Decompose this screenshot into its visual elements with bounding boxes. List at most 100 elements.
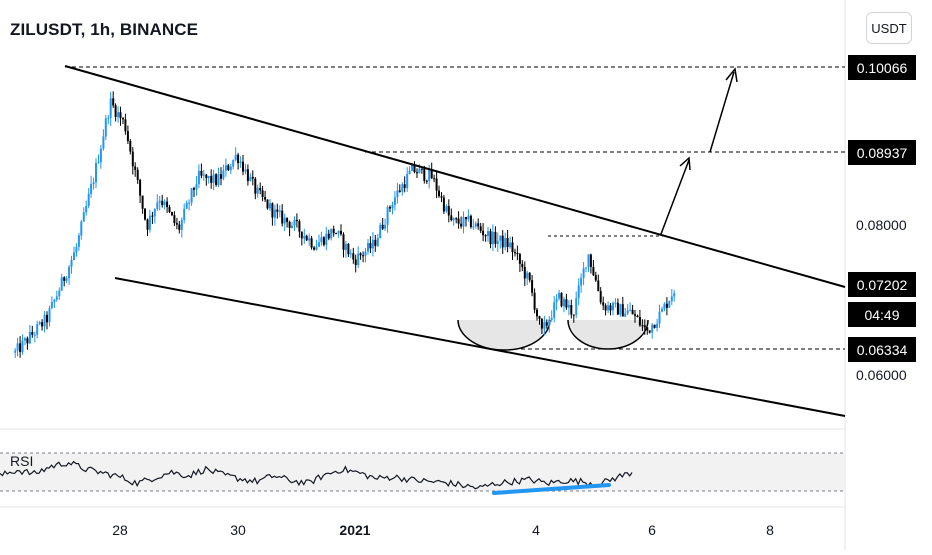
- candle-body: [16, 343, 19, 351]
- candle-body: [484, 235, 487, 237]
- candle-body: [114, 105, 117, 118]
- candle-body: [528, 272, 531, 281]
- candle-body: [393, 197, 396, 206]
- candle-body: [357, 253, 360, 266]
- candle-body: [43, 314, 46, 327]
- candle-body: [158, 200, 161, 203]
- candle-body: [259, 188, 262, 191]
- candle-body: [276, 209, 279, 212]
- candle-body: [538, 316, 541, 319]
- rounded-bottom-right-arc: [567, 319, 649, 350]
- candle-body: [269, 203, 271, 209]
- candle-body: [384, 224, 387, 229]
- target-arrow-path[interactable]: [660, 67, 738, 235]
- candle-body: [229, 166, 232, 171]
- candle-body: [195, 184, 198, 190]
- candle-body: [420, 168, 423, 170]
- candle-body: [136, 169, 139, 180]
- candle-body: [460, 223, 463, 227]
- candle-body: [291, 225, 293, 228]
- candle-body: [178, 224, 181, 230]
- candle-body: [472, 226, 475, 228]
- candle-body: [575, 298, 578, 315]
- rounded-bottom-left[interactable]: [458, 320, 550, 350]
- candle-body: [599, 291, 602, 303]
- candle-body: [55, 296, 58, 300]
- candle-body: [146, 219, 149, 230]
- candle-body: [531, 280, 534, 293]
- candle-body: [80, 221, 83, 236]
- candle-body: [560, 292, 563, 307]
- candle-body: [50, 302, 53, 309]
- candle-body: [396, 190, 399, 198]
- candle-body: [550, 317, 553, 320]
- rsi-divergence-line[interactable]: [492, 483, 611, 495]
- candle-body: [594, 275, 597, 281]
- candle-body: [60, 277, 63, 291]
- candle-body: [122, 118, 124, 120]
- candle-body: [367, 243, 369, 252]
- price-tick-0.08000: 0.08000: [856, 217, 907, 233]
- candle-body: [92, 182, 95, 185]
- candle-body: [117, 112, 120, 118]
- candle-body: [416, 172, 418, 174]
- candle-body: [148, 215, 151, 230]
- candle-body: [653, 324, 656, 328]
- candle-body: [636, 315, 639, 317]
- candle-body: [31, 332, 34, 335]
- candle-body: [193, 188, 195, 190]
- candle-body: [354, 259, 357, 266]
- candle-body: [540, 318, 543, 329]
- candle-body: [614, 302, 617, 304]
- candle-body: [33, 334, 36, 336]
- candle-body: [129, 141, 132, 152]
- candle-body: [401, 184, 404, 192]
- candle-body: [582, 268, 585, 278]
- candle-body: [278, 210, 281, 212]
- candle-body: [131, 151, 134, 167]
- candle-body: [141, 195, 144, 209]
- candle-body: [418, 168, 421, 174]
- candle-body: [411, 164, 414, 171]
- candle-body: [73, 252, 75, 261]
- candle-body: [511, 242, 514, 253]
- resistance-trendline[interactable]: [64, 65, 846, 288]
- currency-button[interactable]: USDT: [866, 12, 912, 44]
- candle-body: [362, 255, 365, 257]
- candle-body: [589, 254, 592, 267]
- candle-body: [327, 233, 330, 239]
- candle-body: [134, 166, 137, 170]
- candle-body: [467, 215, 470, 220]
- candle-body: [516, 253, 519, 255]
- candle-body: [386, 207, 389, 225]
- candle-body: [555, 298, 558, 303]
- candle-body: [271, 203, 274, 218]
- candle-body: [227, 165, 230, 171]
- candle-body: [273, 209, 276, 218]
- candle-body: [156, 202, 159, 209]
- candle-body: [168, 207, 171, 212]
- time-tick-8: 8: [766, 522, 774, 538]
- candle-body: [48, 308, 51, 323]
- candle-body: [440, 196, 443, 198]
- candle-body: [82, 212, 85, 222]
- candle-body: [469, 215, 472, 228]
- candle-body: [21, 340, 24, 352]
- rounded-bottom-right[interactable]: [568, 320, 648, 349]
- candle-body: [286, 217, 289, 222]
- candle-body: [430, 169, 433, 179]
- candle-body: [26, 338, 29, 344]
- arrow-segment-2: [709, 71, 735, 153]
- candle-body: [325, 233, 328, 245]
- candle-body: [126, 131, 129, 142]
- candle-body: [457, 218, 460, 224]
- candle-body: [77, 235, 80, 247]
- candle-body: [261, 190, 264, 197]
- candle-body: [506, 238, 509, 247]
- candle-body: [19, 343, 22, 352]
- candle-body: [298, 221, 301, 232]
- candle-body: [553, 302, 556, 318]
- support-trendline[interactable]: [114, 277, 846, 417]
- candle-body: [124, 119, 127, 132]
